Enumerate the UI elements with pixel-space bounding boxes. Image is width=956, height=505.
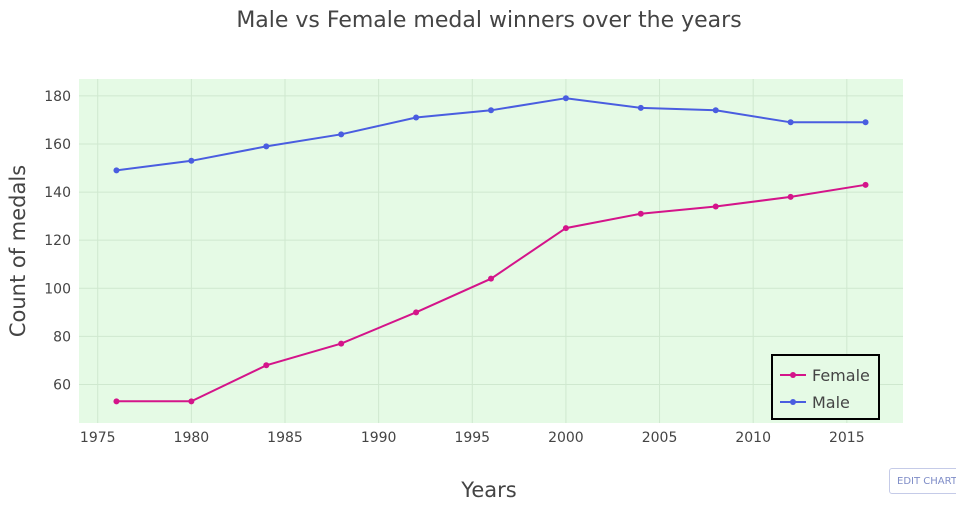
data-point-female[interactable] xyxy=(113,398,120,405)
data-point-male[interactable] xyxy=(413,114,420,121)
x-tick-labels: 1975 1980 1985 1990 1995 2000 2005 2010 2015 xyxy=(80,430,865,446)
legend-male-marker xyxy=(790,399,796,405)
data-point-male[interactable] xyxy=(787,119,794,126)
data-point-female[interactable] xyxy=(338,340,345,347)
data-point-male[interactable] xyxy=(637,104,644,111)
legend-female-marker xyxy=(790,372,796,378)
y-tick-label: 180 xyxy=(44,89,71,105)
y-tick-label: 120 xyxy=(44,233,71,249)
x-tick-label: 1995 xyxy=(454,430,490,446)
series-layer xyxy=(113,95,869,405)
chart-title: Male vs Female medal winners over the ye… xyxy=(236,8,741,33)
x-tick-label: 2005 xyxy=(642,430,678,446)
y-tick-label: 160 xyxy=(44,137,71,153)
data-point-male[interactable] xyxy=(488,107,494,114)
data-point-female[interactable] xyxy=(862,181,869,188)
data-point-male[interactable] xyxy=(188,157,195,164)
x-axis-title: Years xyxy=(460,478,516,502)
data-point-male[interactable] xyxy=(263,143,270,150)
y-axis-title: Count of medals xyxy=(6,165,30,337)
data-point-female[interactable] xyxy=(787,193,794,200)
y-tick-label: 80 xyxy=(53,329,71,345)
y-tick-label: 100 xyxy=(44,281,71,297)
y-tick-label: 140 xyxy=(44,185,71,201)
legend-male-label[interactable]: Male xyxy=(812,393,850,412)
data-point-male[interactable] xyxy=(562,95,569,102)
legend-female-label[interactable]: Female xyxy=(812,366,870,385)
data-point-female[interactable] xyxy=(637,210,644,217)
x-tick-label: 2015 xyxy=(829,430,865,446)
data-point-male[interactable] xyxy=(712,107,719,114)
data-point-male[interactable] xyxy=(862,119,869,126)
legend-box xyxy=(771,354,880,420)
x-tick-label: 2000 xyxy=(548,430,584,446)
x-tick-label: 1980 xyxy=(174,430,210,446)
x-tick-label: 1990 xyxy=(361,430,397,446)
y-tick-label: 60 xyxy=(53,378,71,394)
data-point-female[interactable] xyxy=(488,275,494,282)
x-tick-label: 2010 xyxy=(735,430,771,446)
legend[interactable]: Female Male xyxy=(771,354,880,420)
plot-background xyxy=(79,79,903,423)
data-point-male[interactable] xyxy=(338,131,345,138)
grid-lines xyxy=(79,79,903,423)
data-point-female[interactable] xyxy=(263,362,270,369)
edit-chart-button[interactable]: EDIT CHART xyxy=(889,468,956,494)
x-tick-label: 1975 xyxy=(80,430,116,446)
data-point-female[interactable] xyxy=(413,309,420,316)
data-point-male[interactable] xyxy=(113,167,120,174)
data-point-female[interactable] xyxy=(712,203,719,210)
x-tick-label: 1985 xyxy=(267,430,303,446)
data-point-female[interactable] xyxy=(188,398,195,405)
y-tick-labels: 60 80 100 120 140 160 180 xyxy=(44,89,71,394)
data-point-female[interactable] xyxy=(562,225,569,232)
